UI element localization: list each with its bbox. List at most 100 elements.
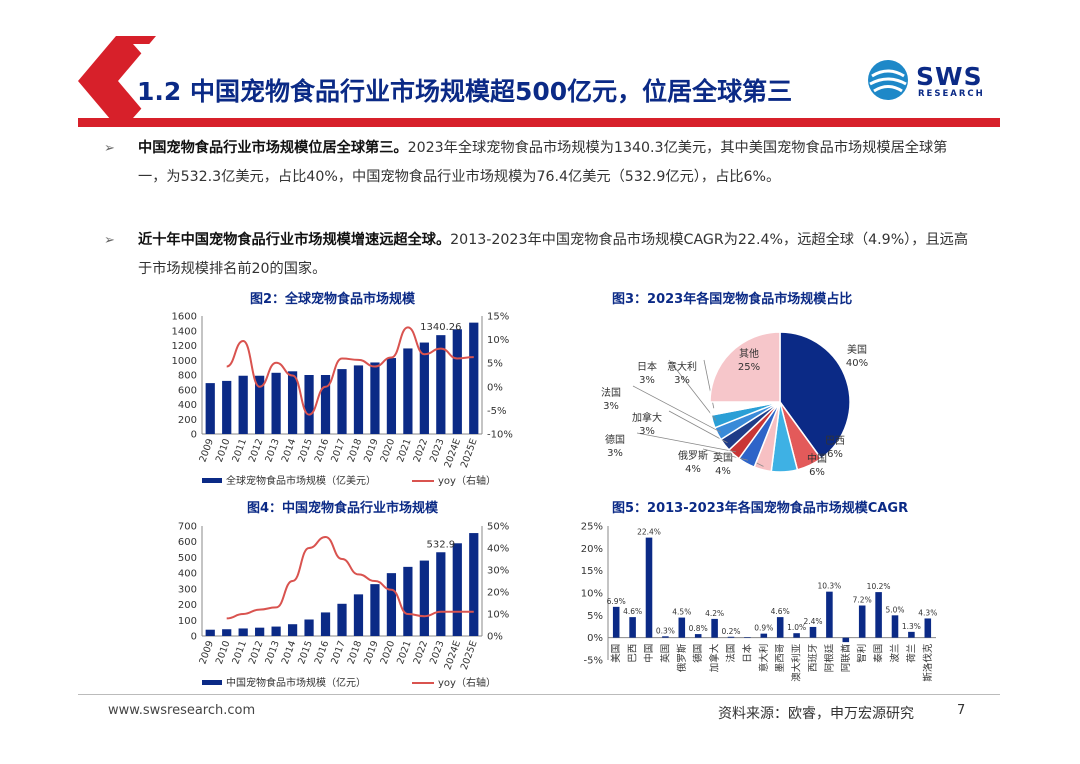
pie-slice-label: 俄罗斯 <box>678 449 708 462</box>
legend-line-label: yoy（右轴） <box>438 676 496 689</box>
footer-divider <box>78 694 1000 695</box>
title-banner <box>78 36 838 126</box>
y-tick-label-left: 100 <box>178 616 197 627</box>
bar <box>222 629 232 636</box>
fig2-title: 图2：全球宠物食品市场规模 <box>250 292 416 307</box>
pie-slice <box>709 331 781 403</box>
bar <box>255 627 265 636</box>
footer-source: 资料来源：欧睿，申万宏源研究 <box>718 706 914 722</box>
pie-slice-label: 中国 <box>807 452 827 465</box>
legend-bar-label: 中国宠物食品市场规模（亿元） <box>226 676 366 689</box>
bar <box>436 335 446 434</box>
pie-slice-value: 40% <box>846 358 868 369</box>
pie-slice-value: 3% <box>674 375 690 386</box>
bar <box>205 629 215 636</box>
bar <box>370 584 380 636</box>
legend-line-label: yoy（右轴） <box>438 474 496 487</box>
x-tick-label: 斯洛伐克 <box>922 643 934 682</box>
bar <box>238 375 248 434</box>
bar <box>452 543 462 636</box>
y-tick-label-right: 5% <box>487 359 503 370</box>
pie-slice-value: 6% <box>809 467 825 478</box>
legend-bar-label: 全球宠物食品市场规模（亿美元） <box>226 474 376 487</box>
bar <box>337 603 347 636</box>
bar <box>353 594 364 636</box>
yoy-line <box>226 326 474 416</box>
y-tick-label-left: 1600 <box>172 312 197 323</box>
x-tick-label: 澳大利亚 <box>791 643 803 682</box>
bar <box>370 362 380 434</box>
pie-slice-value: 4% <box>715 466 731 477</box>
bar-data-label: 1340.26 <box>420 322 461 333</box>
logo-subtext: RESEARCH <box>918 89 985 99</box>
bar <box>320 375 331 434</box>
bar <box>403 566 413 636</box>
pie-slice-label: 德国 <box>605 433 625 446</box>
y-tick-label-left: 0 <box>191 430 197 441</box>
bar-data-label: 2.4% <box>803 617 822 626</box>
x-tick-label: 意大利 <box>758 644 770 673</box>
y-tick-label-left: 700 <box>178 522 197 533</box>
bar <box>842 637 850 643</box>
bar <box>694 634 702 638</box>
bar <box>287 371 298 434</box>
y-tick-label-left: 400 <box>178 400 197 411</box>
y-tick-label-right: 15% <box>487 312 509 323</box>
y-tick-label-right: -10% <box>487 430 513 441</box>
pie-slice <box>779 331 851 460</box>
y-tick-label-right: 10% <box>487 335 509 346</box>
bar <box>205 383 215 434</box>
bullet-2-text: 近十年中国宠物食品行业市场规模增速远超全球。2013-2023年中国宠物食品市场… <box>138 226 968 284</box>
x-tick-label: 加拿大 <box>709 643 721 672</box>
logo-text: SWS <box>916 62 983 91</box>
pie-slice-label: 巴西 <box>825 435 845 447</box>
bar <box>287 624 298 636</box>
x-tick-label: 波兰 <box>889 644 901 663</box>
header-divider <box>78 118 1000 127</box>
bar <box>304 619 314 636</box>
bar-data-label: 4.6% <box>623 607 642 616</box>
pie-slice-value: 4% <box>685 464 701 475</box>
bar <box>793 633 800 638</box>
x-tick-label: 阿根廷 <box>823 643 835 672</box>
pie-slice-label: 意大利 <box>667 360 697 373</box>
bar <box>304 375 314 434</box>
y-tick-label-left: 300 <box>178 584 197 595</box>
bar <box>353 365 364 434</box>
x-tick-label: 荷兰 <box>905 644 917 663</box>
x-tick-label: 智利 <box>856 644 868 663</box>
pie-leader-line <box>636 432 737 453</box>
bullet-1-text: 中国宠物食品行业市场规模位居全球第三。2023年全球宠物食品市场规模为1340.… <box>138 134 968 192</box>
y-tick-label: -5% <box>584 656 603 667</box>
y-tick-label: 0% <box>587 633 603 644</box>
bar-data-label: 10.3% <box>817 582 841 591</box>
bar <box>711 618 718 638</box>
bar <box>924 618 932 638</box>
bar-data-label: 0.3% <box>656 626 675 635</box>
page-number: 7 <box>957 703 966 718</box>
pie-slice-value: 3% <box>603 401 619 412</box>
bar-data-label: 4.5% <box>672 608 691 617</box>
bar-data-label: 0.9% <box>754 624 773 633</box>
bar-data-label: 0.8% <box>689 624 708 633</box>
legend-bar-swatch <box>202 680 222 685</box>
bar <box>403 348 413 434</box>
bar-data-label: 4.2% <box>705 609 724 618</box>
bar-data-label: 1.0% <box>787 623 806 632</box>
bar-data-label: 5.0% <box>885 605 904 614</box>
x-tick-label: 巴西 <box>628 644 639 663</box>
pie-slice-value: 6% <box>827 449 843 460</box>
bar <box>629 617 636 638</box>
pie-leader-line <box>632 385 721 433</box>
bar <box>858 605 866 638</box>
fig4-chart: 01002003004005006007000%10%20%30%40%50%2… <box>178 522 509 690</box>
bar <box>469 322 479 434</box>
x-tick-label: 英国 <box>659 644 671 663</box>
bar-data-label: 22.4% <box>637 528 661 537</box>
pie-slice-value: 3% <box>607 448 623 459</box>
y-tick-label: 5% <box>587 611 603 622</box>
bar <box>744 637 751 638</box>
fig4-title: 图4：中国宠物食品行业市场规模 <box>247 501 439 516</box>
y-tick-label-right: 40% <box>487 544 509 555</box>
bar <box>255 375 265 434</box>
